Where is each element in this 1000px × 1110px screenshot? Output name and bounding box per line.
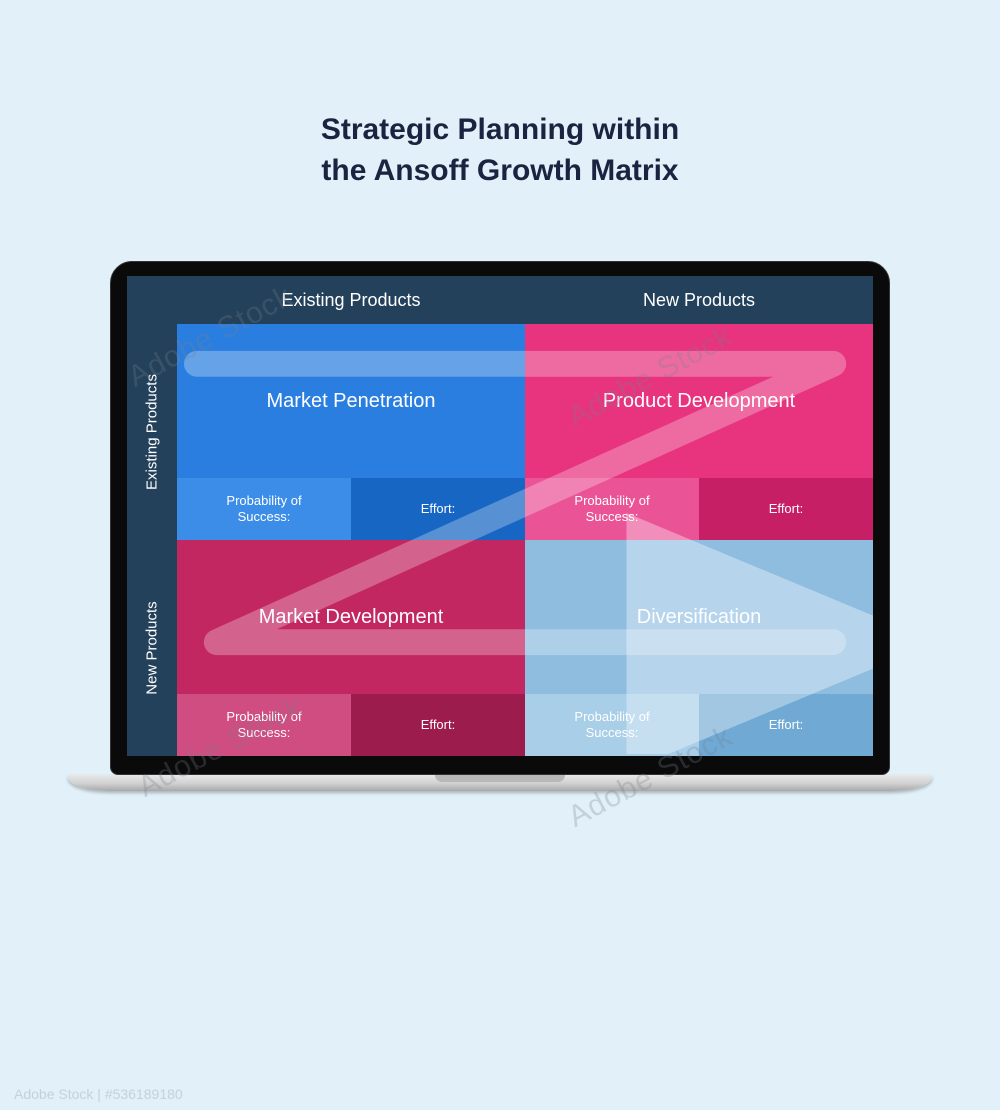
- laptop-screen-frame: Existing Products New Products Existing …: [110, 261, 890, 775]
- laptop-mockup: Existing Products New Products Existing …: [110, 261, 890, 791]
- row-header-new: New Products: [127, 540, 177, 756]
- col-header-new: New Products: [525, 276, 873, 324]
- column-headers: Existing Products New Products: [127, 276, 873, 324]
- col-header-existing: Existing Products: [177, 276, 525, 324]
- matrix-screen: Existing Products New Products Existing …: [127, 276, 873, 756]
- page-title: Strategic Planning within the Ansoff Gro…: [0, 110, 1000, 191]
- quadrant-product-development: Product DevelopmentProbability ofSuccess…: [525, 324, 873, 540]
- effort-label: Effort:: [699, 694, 873, 756]
- row-header-existing: Existing Products: [127, 324, 177, 540]
- effort-label: Effort:: [699, 478, 873, 540]
- quadrant-market-penetration: Market PenetrationProbability ofSuccess:…: [177, 324, 525, 540]
- probability-label: Probability ofSuccess:: [525, 478, 699, 540]
- quadrant-title: Market Development: [177, 540, 525, 694]
- quadrant-metrics: Probability ofSuccess:Effort:: [525, 478, 873, 540]
- quadrant-title: Diversification: [525, 540, 873, 694]
- row-headers: Existing Products New Products: [127, 324, 177, 756]
- quadrant-market-development: Market DevelopmentProbability ofSuccess:…: [177, 540, 525, 756]
- quadrant-metrics: Probability ofSuccess:Effort:: [177, 478, 525, 540]
- quadrant-title: Product Development: [525, 324, 873, 478]
- title-line-2: the Ansoff Growth Matrix: [0, 151, 1000, 192]
- probability-label: Probability ofSuccess:: [177, 478, 351, 540]
- quadrant-diversification: DiversificationProbability ofSuccess:Eff…: [525, 540, 873, 756]
- effort-label: Effort:: [351, 694, 525, 756]
- probability-label: Probability ofSuccess:: [177, 694, 351, 756]
- title-line-1: Strategic Planning within: [0, 110, 1000, 151]
- quadrants-grid: Market PenetrationProbability ofSuccess:…: [177, 324, 873, 756]
- laptop-notch: [435, 775, 565, 782]
- laptop-base: [68, 775, 932, 791]
- quadrant-title: Market Penetration: [177, 324, 525, 478]
- watermark-brand-bottom: Adobe Stock | #536189180: [14, 1086, 183, 1102]
- probability-label: Probability ofSuccess:: [525, 694, 699, 756]
- quadrant-metrics: Probability ofSuccess:Effort:: [177, 694, 525, 756]
- quadrant-metrics: Probability ofSuccess:Effort:: [525, 694, 873, 756]
- matrix-body: Existing Products New Products Market Pe…: [127, 324, 873, 756]
- effort-label: Effort:: [351, 478, 525, 540]
